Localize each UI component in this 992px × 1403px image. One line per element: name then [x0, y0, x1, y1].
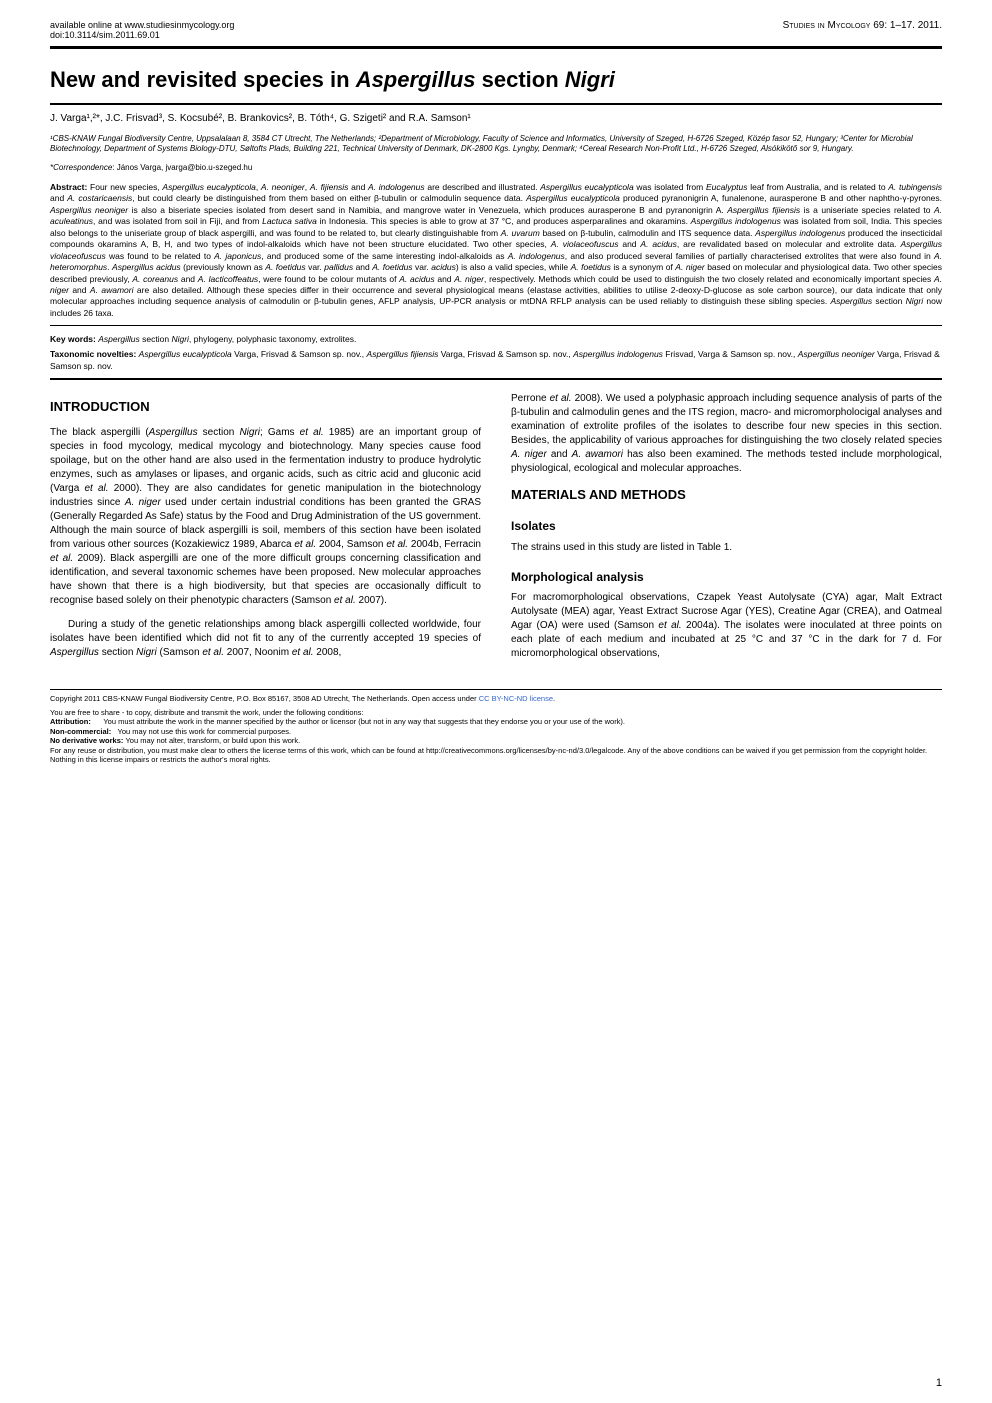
rule-top: [50, 46, 942, 49]
introduction-heading: INTRODUCTION: [50, 398, 481, 416]
article-title: New and revisited species in Aspergillus…: [50, 67, 942, 93]
page-header: available online at www.studiesinmycolog…: [50, 20, 942, 40]
intro-p2-text: During a study of the genetic relationsh…: [50, 619, 481, 658]
intro-p3: Perrone et al. 2008). We used a polyphas…: [511, 392, 942, 476]
materials-methods-heading: MATERIALS AND METHODS: [511, 486, 942, 504]
attrib-text: You must attribute the work in the manne…: [103, 717, 625, 726]
isolates-text: The strains used in this study are liste…: [511, 541, 942, 555]
license-noderiv: No derivative works: You may not alter, …: [50, 736, 942, 745]
correspondence: *Correspondence: János Varga, jvarga@bio…: [50, 163, 942, 172]
copyright-line: Copyright 2011 CBS-KNAW Fungal Biodivers…: [50, 694, 942, 704]
nd-label: No derivative works:: [50, 736, 123, 745]
title-italic-2: Nigri: [565, 67, 615, 92]
authors: J. Varga¹,²*, J.C. Frisvad³, S. Kocsubé²…: [50, 113, 942, 124]
intro-p2: During a study of the genetic relationsh…: [50, 618, 481, 660]
journal-citation: Studies in Mycology 69: 1–17. 2011.: [783, 20, 942, 31]
rule-under-novelties: [50, 378, 942, 380]
keywords: Key words: Aspergillus section Nigri, ph…: [50, 334, 942, 345]
page-number: 1: [936, 1377, 942, 1389]
isolates-subhead: Isolates: [511, 518, 942, 535]
morphological-text: For macromorphological observations, Cza…: [511, 591, 942, 661]
abstract: Abstract: Four new species, Aspergillus …: [50, 182, 942, 320]
title-italic-1: Aspergillus: [356, 67, 476, 92]
doi: doi:10.3114/sim.2011.69.01: [50, 30, 234, 40]
license-attribution: Attribution: You must attribute the work…: [50, 717, 942, 726]
correspondence-value: : János Varga, jvarga@bio.u-szeged.hu: [112, 163, 252, 172]
title-mid: section: [476, 67, 565, 92]
license-share: You are free to share - to copy, distrib…: [50, 708, 942, 717]
correspondence-label: *Correspondence: [50, 163, 112, 172]
rule-under-title: [50, 103, 942, 105]
title-pre: New and revisited species in: [50, 67, 356, 92]
affiliations: ¹CBS-KNAW Fungal Biodiversity Centre, Up…: [50, 134, 942, 155]
morphological-subhead: Morphological analysis: [511, 569, 942, 586]
intro-p1: The black aspergilli (Aspergillus sectio…: [50, 426, 481, 608]
copyright-text: Copyright 2011 CBS-KNAW Fungal Biodivers…: [50, 694, 479, 703]
license-noncommercial: Non-commercial: You may not use this wor…: [50, 727, 942, 736]
column-right: Perrone et al. 2008). We used a polyphas…: [511, 392, 942, 672]
nc-text: You may not use this work for commercial…: [118, 727, 292, 736]
license-reuse: For any reuse or distribution, you must …: [50, 746, 942, 765]
nc-label: Non-commercial:: [50, 727, 111, 736]
rule-under-abstract: [50, 325, 942, 326]
body-columns: INTRODUCTION The black aspergilli (Asper…: [50, 392, 942, 672]
attrib-label: Attribution:: [50, 717, 91, 726]
nd-text: You may not alter, transform, or build u…: [125, 736, 300, 745]
rule-footer: [50, 689, 942, 690]
available-online: available online at www.studiesinmycolog…: [50, 20, 234, 30]
license-block: You are free to share - to copy, distrib…: [50, 708, 942, 764]
column-left: INTRODUCTION The black aspergilli (Asper…: [50, 392, 481, 672]
header-left: available online at www.studiesinmycolog…: [50, 20, 234, 40]
license-link[interactable]: CC BY-NC-ND license: [479, 694, 553, 703]
taxonomic-novelties: Taxonomic novelties: Aspergillus eucalyp…: [50, 349, 942, 371]
